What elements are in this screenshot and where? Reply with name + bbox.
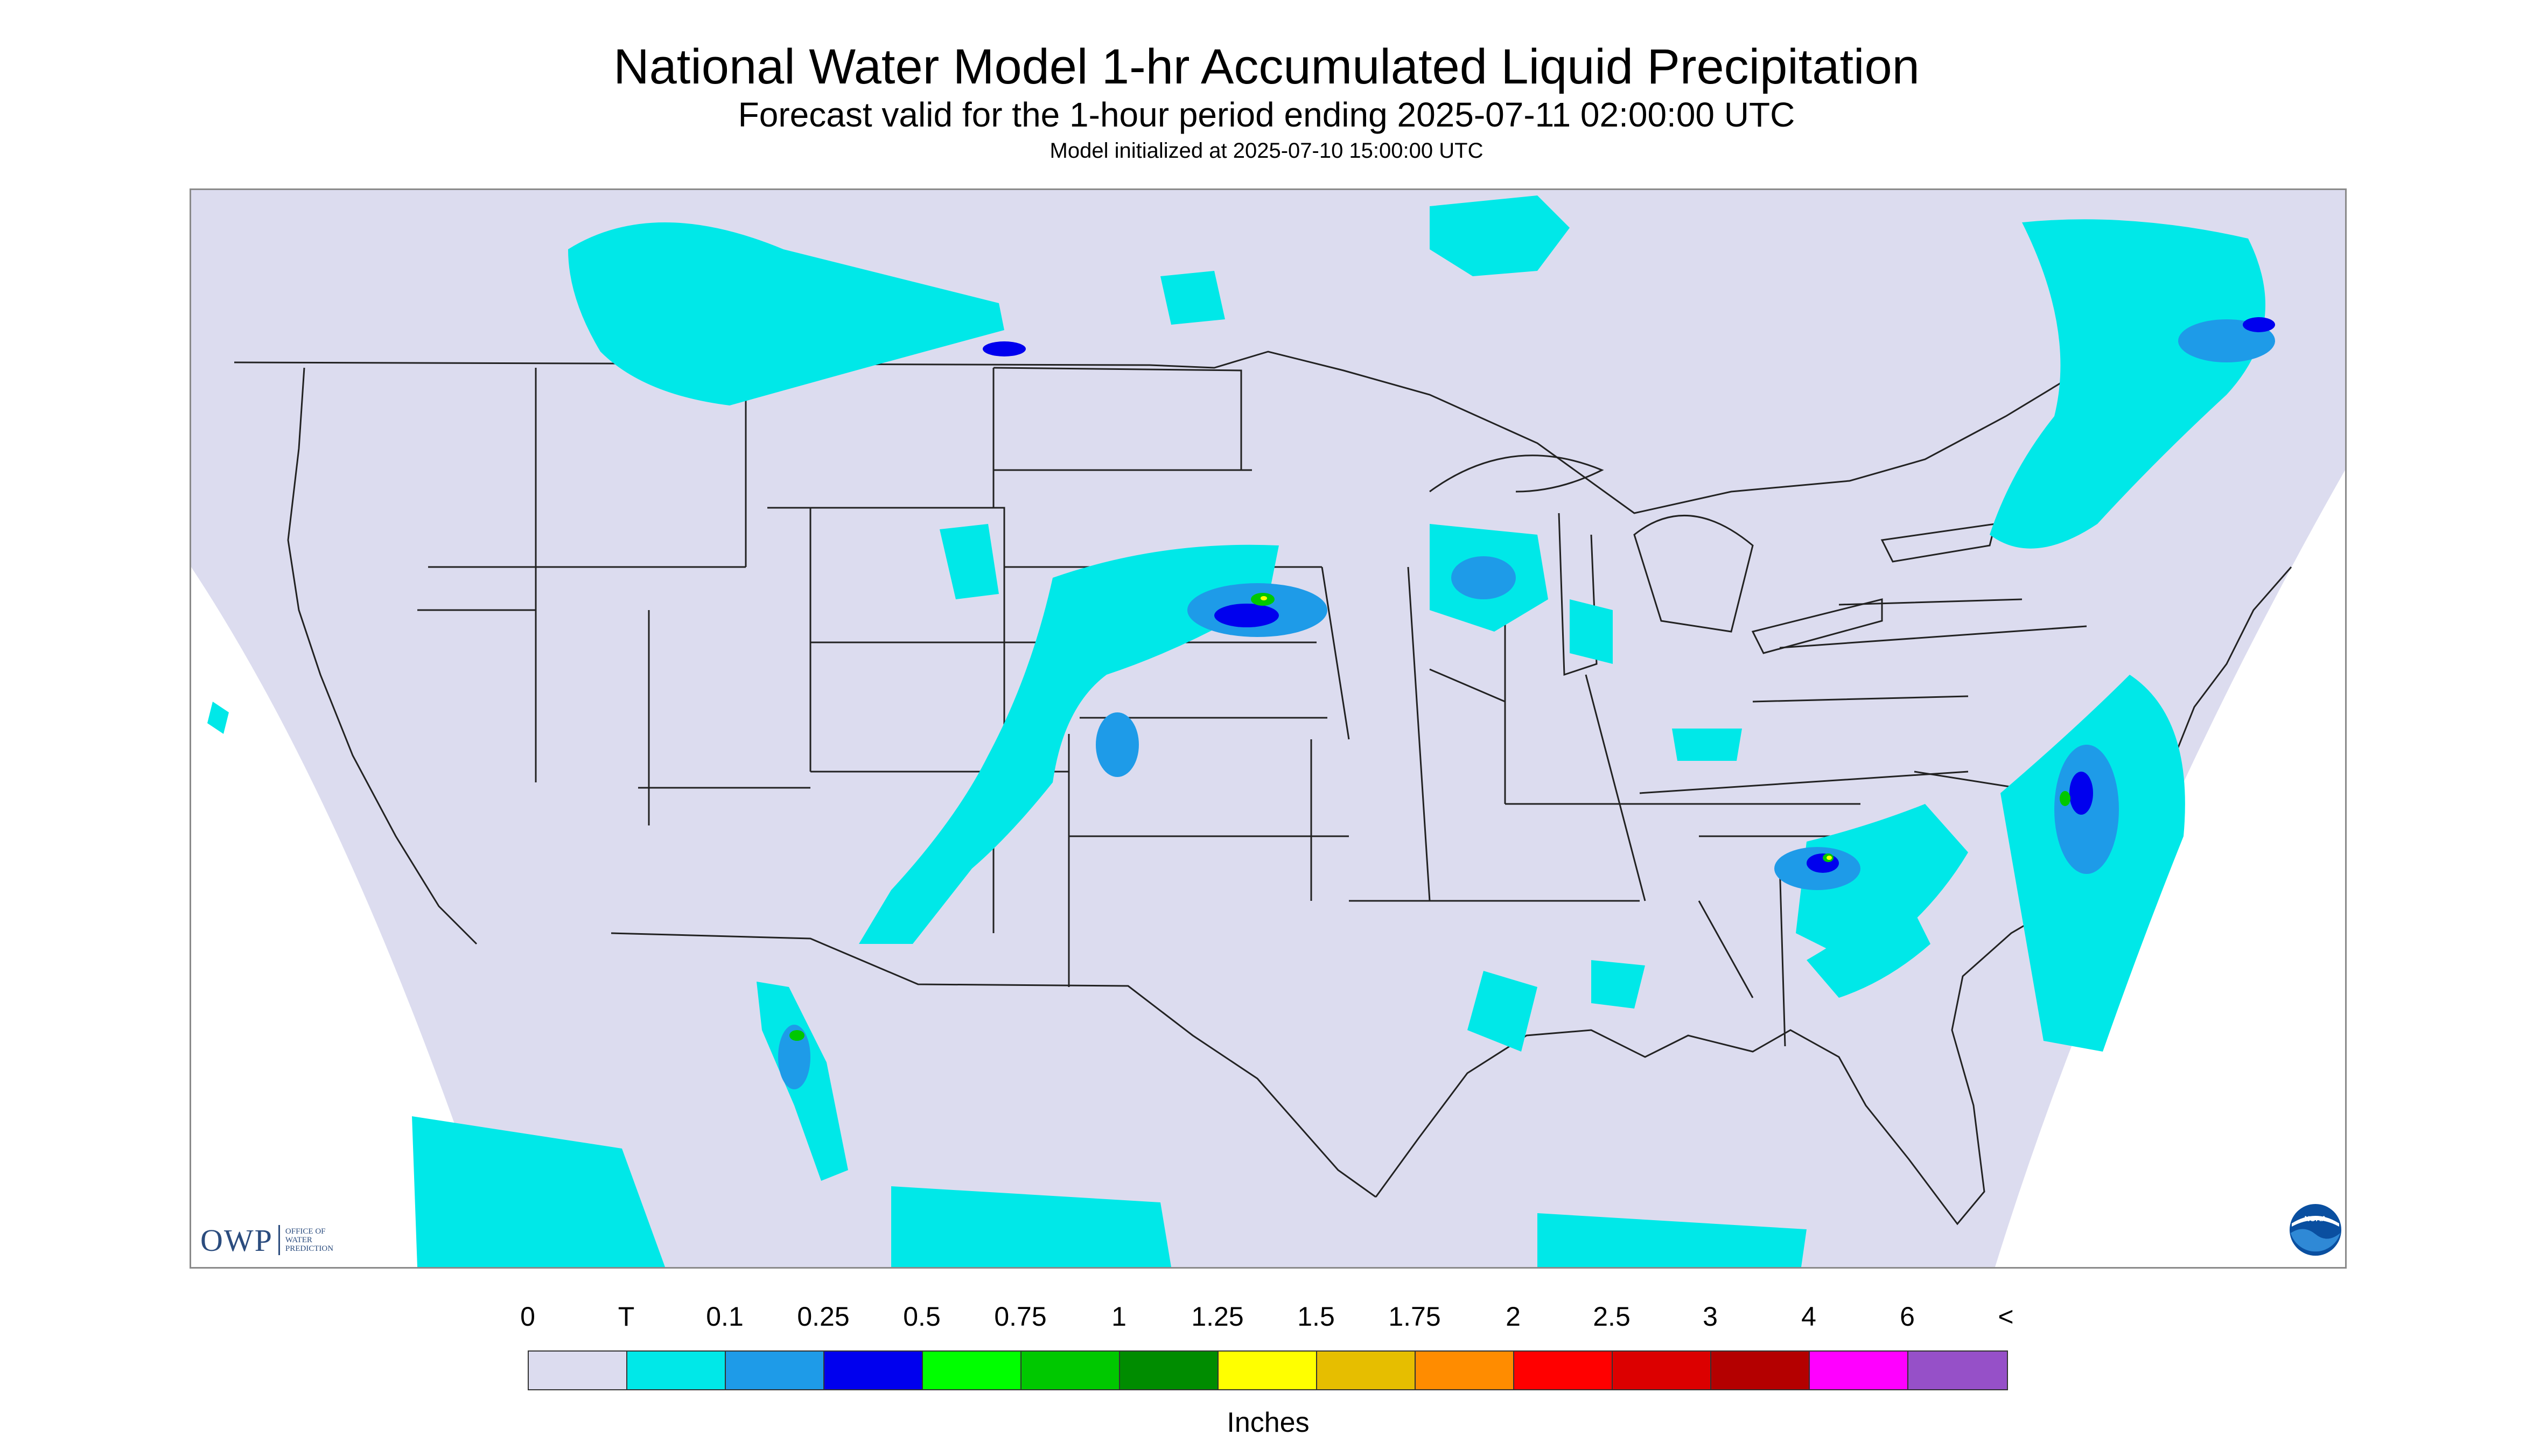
state-lines-west: [417, 368, 1080, 987]
legend-tick-label: 1.75: [1388, 1301, 1441, 1332]
legend-swatches: [528, 1350, 2008, 1390]
pacific-coast: [287, 367, 478, 945]
legend-swatch: [1219, 1352, 1317, 1389]
legend-tick-label: 2.5: [1593, 1301, 1631, 1332]
legend-tick-label: 4: [1801, 1301, 1816, 1332]
state-lines-east: [1505, 598, 2087, 1047]
legend-tick-label: T: [618, 1301, 635, 1332]
legend-tick-label: 3: [1703, 1301, 1718, 1332]
map-canvas: [191, 190, 2345, 1267]
noaa-logo: NOAA: [2290, 1204, 2341, 1256]
legend-swatch: [627, 1352, 726, 1389]
legend-tick-label: 0.5: [903, 1301, 941, 1332]
color-legend: 0 T 0.1 0.25 0.5 0.75 1 1.25 1.5 1.75 2 2.5 3 4 6 < Inc…: [520, 1301, 2014, 1441]
owp-logo-text: OFFICE OF WATER PREDICTION: [285, 1227, 334, 1253]
legend-swatch: [1908, 1352, 2007, 1389]
legend-swatch: [529, 1352, 627, 1389]
legend-tick-label: 1.5: [1297, 1301, 1335, 1332]
svg-text:NOAA: NOAA: [2304, 1214, 2326, 1223]
legend-swatch: [1021, 1352, 1120, 1389]
precipitation-map: [190, 188, 2347, 1269]
legend-swatch: [923, 1352, 1021, 1389]
legend-swatch: [726, 1352, 824, 1389]
map-title: National Water Model 1-hr Accumulated Li…: [613, 39, 1920, 94]
legend-tick-label: 0.1: [706, 1301, 744, 1332]
owp-logo: OWP OFFICE OF WATER PREDICTION: [200, 1221, 333, 1259]
precip-peak: [1261, 596, 1832, 860]
legend-swatch: [1120, 1352, 1219, 1389]
legend-tick-label: 6: [1900, 1301, 1915, 1332]
legend-tick-label: 2: [1506, 1301, 1521, 1332]
legend-swatch: [1514, 1352, 1613, 1389]
great-lakes: [1429, 454, 1996, 676]
legend-units-label: Inches: [1227, 1407, 1310, 1438]
legend-tick-label: 0: [520, 1301, 535, 1332]
map-subtitle: Forecast valid for the 1-hour period end…: [738, 95, 1795, 134]
model-domain: [191, 190, 2345, 1267]
legend-tick-label: 0.25: [797, 1301, 850, 1332]
owp-logo-divider: [278, 1225, 280, 1255]
legend-swatch: [1711, 1352, 1810, 1389]
legend-tick-label: 1: [1111, 1301, 1126, 1332]
legend-swatch: [1613, 1352, 1711, 1389]
legend-tick-label: 1.25: [1191, 1301, 1244, 1332]
precip-trace: [207, 195, 2265, 1267]
us-mexico-border: [611, 932, 1376, 1198]
legend-swatch: [1416, 1352, 1514, 1389]
legend-swatch: [824, 1352, 923, 1389]
legend-tick-label: 0.75: [994, 1301, 1047, 1332]
model-init-text: Model initialized at 2025-07-10 15:00:00…: [1049, 139, 1484, 163]
legend-swatch: [1810, 1352, 1908, 1389]
legend-tick-label: <: [1998, 1301, 2014, 1332]
owp-logo-letters: OWP: [200, 1222, 273, 1258]
legend-swatch: [1317, 1352, 1416, 1389]
